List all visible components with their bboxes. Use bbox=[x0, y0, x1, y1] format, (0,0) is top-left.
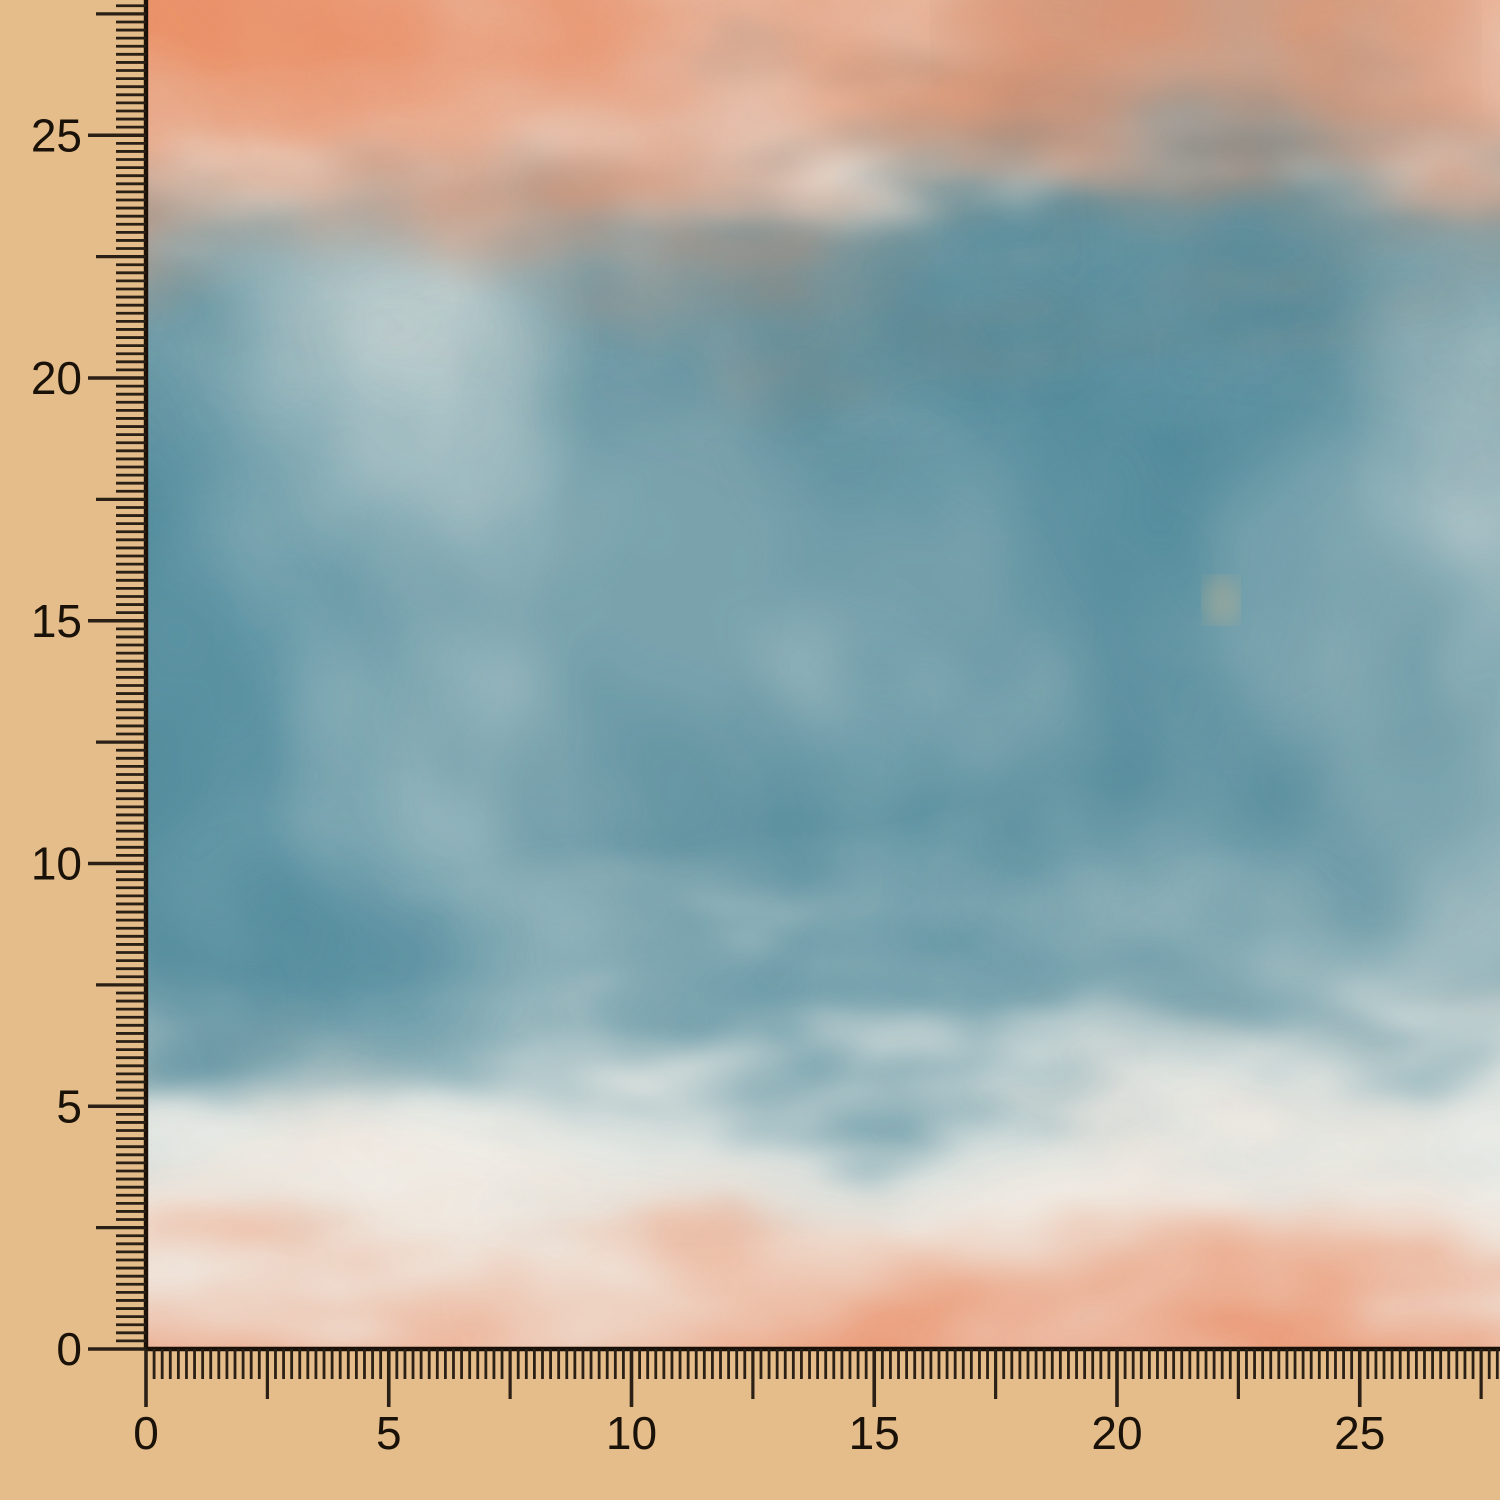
svg-text:10: 10 bbox=[31, 838, 82, 890]
svg-text:25: 25 bbox=[31, 109, 82, 161]
svg-text:25: 25 bbox=[1334, 1407, 1385, 1459]
svg-text:0: 0 bbox=[133, 1407, 159, 1459]
svg-text:15: 15 bbox=[849, 1407, 900, 1459]
svg-text:10: 10 bbox=[606, 1407, 657, 1459]
svg-text:20: 20 bbox=[31, 352, 82, 404]
svg-text:0: 0 bbox=[56, 1323, 82, 1375]
svg-text:20: 20 bbox=[1091, 1407, 1142, 1459]
svg-text:15: 15 bbox=[31, 595, 82, 647]
svg-text:5: 5 bbox=[56, 1080, 82, 1132]
svg-text:5: 5 bbox=[376, 1407, 402, 1459]
